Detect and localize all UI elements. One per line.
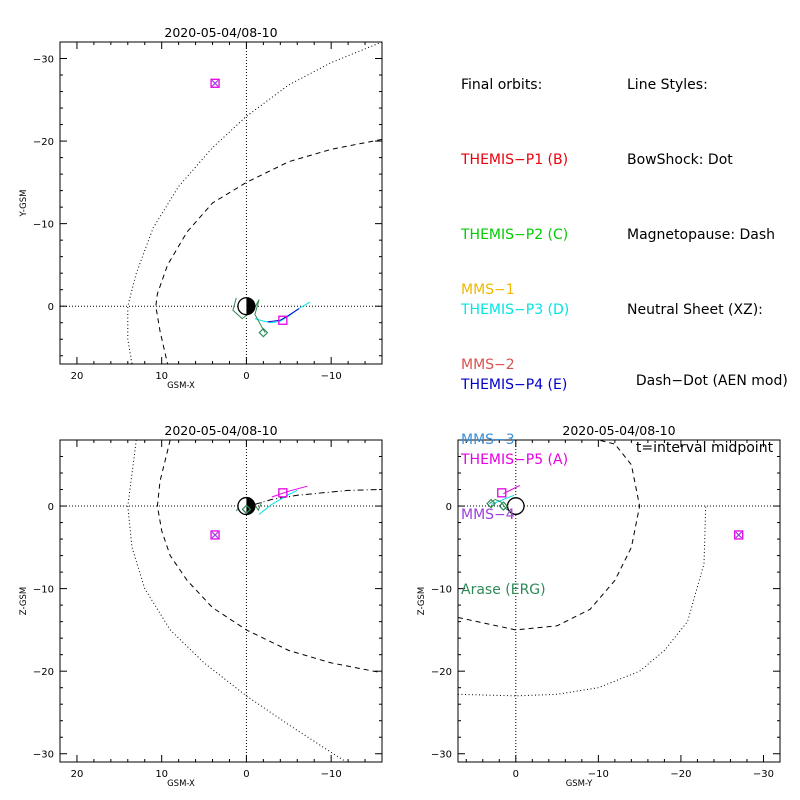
series-themis-p4-e- [267,308,300,323]
x-tick-label: 0 [243,769,249,780]
marker-themis-p5-a--square [734,530,744,540]
series-magnetopause [155,138,382,364]
x-axis-label: GSM-X [167,381,195,391]
x-tick-label: 20 [71,371,84,382]
y-axis-label: Y-GSM [19,190,29,218]
legend-style-neutral-sheet: Neutral Sheet (XZ): [627,302,763,318]
x-tick-label: 20 [71,769,84,780]
marker-themis-p5-a--square [210,530,220,540]
y-tick-label: −20 [33,667,54,678]
series-arase-erg- [232,297,266,333]
panel-plot-area [60,440,382,762]
legend-style-dashdot: Dash−Dot (AEN mod) [627,373,788,389]
y-tick-label: −30 [33,55,54,66]
x-tick-label: −30 [753,769,774,780]
y-tick-label: −10 [33,585,54,596]
legend-style-magnetopause: Magnetopause: Dash [627,227,776,243]
y-tick-label: −10 [431,585,452,596]
panel-title: 2020-05-04/08-10 [562,423,675,438]
panel-plot-area [60,42,382,364]
marker-mms-4-x [735,531,743,539]
x-tick-label: 0 [243,371,249,382]
marker-themis-p5-a--square [210,78,220,88]
series-themis-p3-d- [258,489,298,515]
x-axis-label: GSM-X [167,779,195,789]
legend-themis-p5: THEMIS−P5 (A) [461,452,569,468]
legend-mms-1: MMS−1 [461,282,515,298]
y-tick-label: −20 [33,137,54,148]
legend-themis-p2: THEMIS−P2 (C) [461,227,569,243]
panel-title: 2020-05-04/08-10 [164,25,277,40]
marker-arase-erg--diamond [486,498,496,509]
marker-themis-p3-d--square [278,315,288,325]
y-tick-label: −30 [431,750,452,761]
x-tick-label: 10 [155,371,168,382]
series-bowshock [127,440,347,762]
legend-orbits-title: Final orbits: [461,77,543,93]
earth-night-side [246,297,255,315]
series-bowshock [458,506,707,697]
panel-xy: 20 10 0 −10 −30 −20 −10 0 2020-05-04/08-10 GSM-X Y… [19,25,383,391]
x-tick-label: −10 [321,371,342,382]
marker-arase-erg--diamond [258,327,269,338]
y-axis-label: Z-GSM [417,587,427,615]
legend-final-orbits: Final orbits: THEMIS−P1 (B) THEMIS−P2 (C… [461,23,569,498]
panel-xz: 20 10 0 −10 0 −10 −20 −30 2020-05-04/08-10 GSM-X Z… [19,423,383,789]
marker-mms-4-x [211,79,219,87]
legend-styles-title: Line Styles: [627,77,708,93]
marker-themis-p5-a--square [278,488,288,498]
y-tick-label: −30 [33,750,54,761]
marker-mms-4-x [211,531,219,539]
y-tick-label: 0 [446,502,452,513]
earth-night-side [246,497,255,515]
y-tick-label: −20 [431,667,452,678]
x-tick-label: −10 [321,769,342,780]
legend-mms-3: MMS−3 [461,432,515,448]
legend-mms-arase: MMS−1 MMS−2 MMS−3 MMS−4 Arase (ERG) [461,228,546,628]
x-tick-label: −10 [588,769,609,780]
legend-themis-p4: THEMIS−P4 (E) [461,377,568,393]
series-themis-p3-d- [490,494,515,505]
legend-style-bowshock: BowShock: Dot [627,152,733,168]
series-themis-p3-d- [254,301,311,324]
legend-themis-p1: THEMIS−P1 (B) [461,152,569,168]
legend-line-styles: Line Styles: BowShock: Dot Magnetopause:… [627,23,788,482]
y-axis-label: Z-GSM [19,587,29,615]
x-tick-label: −20 [670,769,691,780]
y-tick-label: −10 [33,220,54,231]
legend-style-midpoint: t=interval midpoint [627,440,774,456]
panel-yz: 0 −10 −20 −30 0 −10 −20 −30 2020-05-04/08-10 GSM-… [417,423,781,789]
y-tick-label: 0 [48,502,54,513]
series-bowshock [127,42,382,364]
plot-frame [59,41,383,365]
series-magnetopause [156,440,382,674]
legend-arase: Arase (ERG) [461,582,546,598]
panel-plot-area [458,440,780,762]
plot-frame [457,439,781,763]
legend-mms-2: MMS−2 [461,357,515,373]
y-tick-label: 0 [48,302,54,313]
x-tick-label: 10 [155,769,168,780]
marker-arase-erg--diamond [241,504,252,515]
legend-themis-p3: THEMIS−P3 (D) [461,302,570,318]
legend-mms-4: MMS−4 [461,507,515,523]
x-axis-label: GSM-Y [566,779,593,789]
panel-title: 2020-05-04/08-10 [164,423,277,438]
series-neutral-sheet [254,489,382,505]
marker-themis-p5-a--square [497,488,507,498]
series-themis-p5-a- [271,485,308,498]
marker-arase-erg--diamond [498,501,509,511]
series-magnetopause [458,440,641,631]
x-tick-label: 0 [513,769,519,780]
plot-frame [59,439,383,763]
